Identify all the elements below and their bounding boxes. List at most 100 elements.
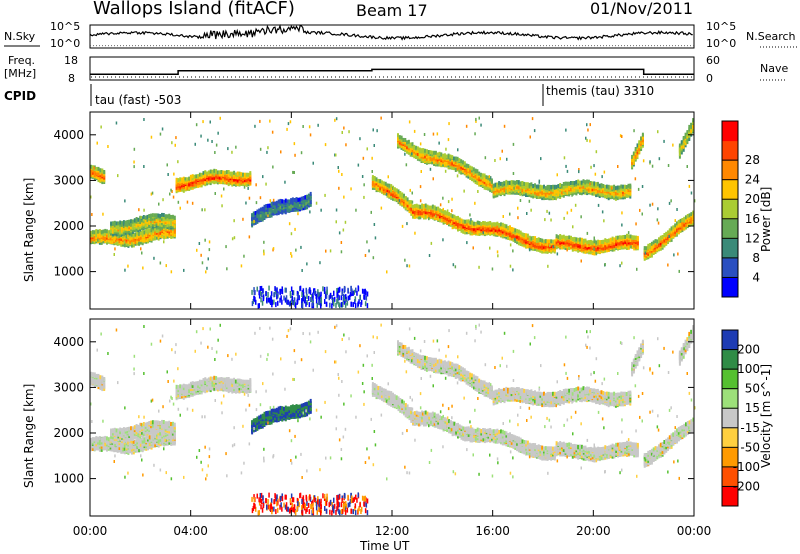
power-cell: [447, 138, 450, 142]
power-cell: [267, 146, 269, 150]
power-cell: [135, 227, 138, 231]
power-cell: [482, 228, 485, 233]
power-cell: [602, 242, 605, 247]
power-cell: [514, 228, 517, 233]
power-cell: [140, 215, 142, 219]
power-cell: [535, 191, 538, 196]
power-cell: [591, 187, 594, 192]
power-cell: [581, 245, 583, 249]
power-cell: [313, 288, 315, 294]
power-cell: [665, 231, 668, 236]
power-cell: [352, 302, 354, 308]
power-cell: [564, 186, 567, 191]
power-cell: [451, 161, 454, 166]
power-cell: [447, 200, 450, 204]
power-cell: [676, 223, 678, 228]
power-cell: [143, 165, 145, 168]
power-cell: [233, 219, 235, 223]
power-cell: [650, 247, 653, 252]
power-cell: [259, 290, 262, 296]
power-cell: [690, 212, 693, 217]
power-cell: [688, 217, 691, 222]
power-cell: [233, 170, 236, 175]
power-cell: [451, 225, 454, 230]
power-cell: [382, 189, 385, 194]
power-cell: [100, 233, 103, 238]
power-cell: [357, 285, 359, 291]
power-cell: [110, 221, 113, 226]
power-cell: [166, 234, 169, 239]
power-cell: [407, 139, 410, 144]
power-cell: [307, 198, 310, 203]
power-cell: [262, 296, 265, 301]
power-cell: [449, 154, 452, 159]
power-cell: [593, 186, 596, 191]
power-cell: [200, 134, 202, 138]
power-cell: [209, 120, 211, 124]
power-cell: [440, 218, 443, 223]
power-cell: [112, 221, 114, 226]
power-cell: [104, 239, 107, 243]
power-cell: [363, 195, 365, 199]
power-cell: [444, 215, 447, 220]
power-cell: [202, 120, 204, 124]
power-cell: [222, 179, 225, 184]
power-cell: [575, 237, 578, 242]
power-cell: [234, 175, 237, 180]
power-cell: [620, 235, 623, 240]
power-cell: [309, 200, 312, 204]
power-cell: [562, 189, 565, 194]
power-cell: [543, 244, 545, 249]
power-cell: [420, 157, 423, 162]
power-cell: [487, 221, 490, 226]
power-cell: [196, 248, 198, 252]
power-cell: [505, 179, 508, 184]
power-cell: [155, 218, 158, 222]
power-cell: [402, 137, 405, 142]
power-cell: [288, 204, 291, 209]
power-cell: [245, 178, 248, 183]
power-cell: [546, 184, 549, 189]
power-cell: [146, 217, 149, 222]
power-cell: [306, 195, 309, 199]
power-cell: [490, 178, 493, 183]
power-cell: [526, 235, 529, 240]
power-cell: [171, 214, 174, 219]
power-cell: [191, 176, 194, 181]
power-cell: [487, 175, 490, 180]
power-cell: [113, 228, 116, 233]
power-cell: [625, 185, 628, 189]
power-cell: [688, 219, 690, 223]
power-cell: [152, 236, 155, 241]
power-cell: [505, 224, 508, 229]
power-cell: [625, 192, 628, 197]
power-cell: [238, 171, 241, 176]
power-cell: [299, 202, 301, 207]
power-cell: [430, 205, 433, 210]
power-cell: [222, 170, 225, 175]
power-cell: [127, 234, 129, 238]
power-cell: [496, 250, 499, 254]
power-cell: [672, 230, 675, 235]
power-cell: [326, 286, 328, 292]
power-cell: [450, 221, 453, 225]
power-cell: [318, 291, 320, 297]
power-cell: [204, 173, 207, 177]
power-cell: [494, 227, 497, 232]
power-cell: [144, 224, 147, 229]
power-cell: [177, 200, 180, 204]
power-cell: [354, 299, 356, 305]
power-cell: [616, 188, 619, 193]
power-cell: [258, 216, 261, 221]
power-cell: [202, 171, 204, 175]
power-cell: [593, 241, 596, 246]
power-cell: [215, 179, 218, 184]
power-cell: [355, 208, 357, 212]
power-cell: [371, 170, 373, 173]
power-cell: [243, 254, 245, 258]
power-cell: [332, 299, 335, 304]
power-cell: [293, 142, 296, 146]
power-cell: [541, 196, 544, 201]
power-cell: [532, 184, 535, 188]
power-cell: [238, 174, 241, 179]
